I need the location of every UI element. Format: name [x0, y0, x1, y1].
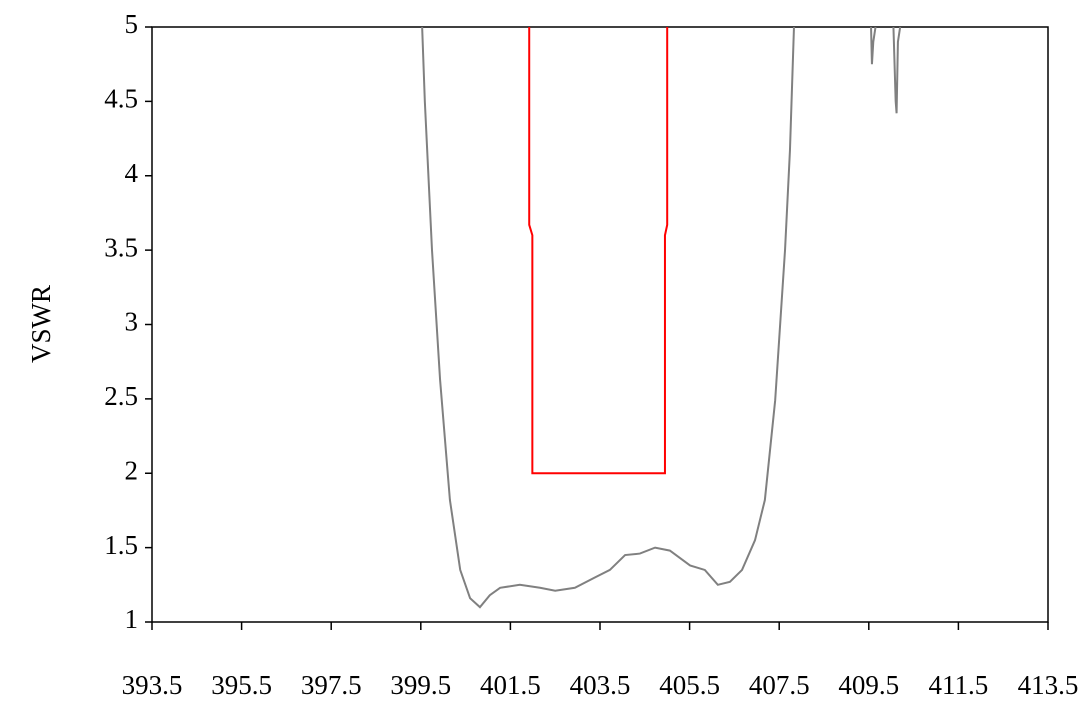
x-tick-label: 397.5 [301, 670, 362, 700]
y-tick-label: 2.5 [104, 381, 138, 411]
y-axis-label: VSWR [26, 285, 56, 363]
x-tick-label: 411.5 [929, 670, 989, 700]
x-tick-label: 393.5 [122, 670, 183, 700]
y-tick-label: 3 [125, 307, 139, 337]
x-tick-label: 403.5 [570, 670, 631, 700]
y-tick-label: 4.5 [104, 84, 138, 114]
plot-frame [151, 26, 1049, 623]
y-tick-label: 1.5 [104, 530, 138, 560]
x-tick-label: 413.5 [1018, 670, 1079, 700]
x-tick-label: 407.5 [749, 670, 810, 700]
data-line [421, 26, 902, 609]
data-line [528, 27, 669, 475]
x-tick-label: 409.5 [838, 670, 899, 700]
y-tick-label: 5 [125, 9, 139, 39]
x-tick-label: 401.5 [480, 670, 541, 700]
x-tick-label: 405.5 [659, 670, 720, 700]
y-tick-label: 1 [125, 604, 139, 634]
y-tick-label: 3.5 [104, 232, 138, 262]
x-tick-label: 395.5 [211, 670, 272, 700]
y-tick-label: 2 [125, 455, 139, 485]
x-tick-label: 399.5 [390, 670, 451, 700]
y-tick-label: 4 [125, 158, 139, 188]
